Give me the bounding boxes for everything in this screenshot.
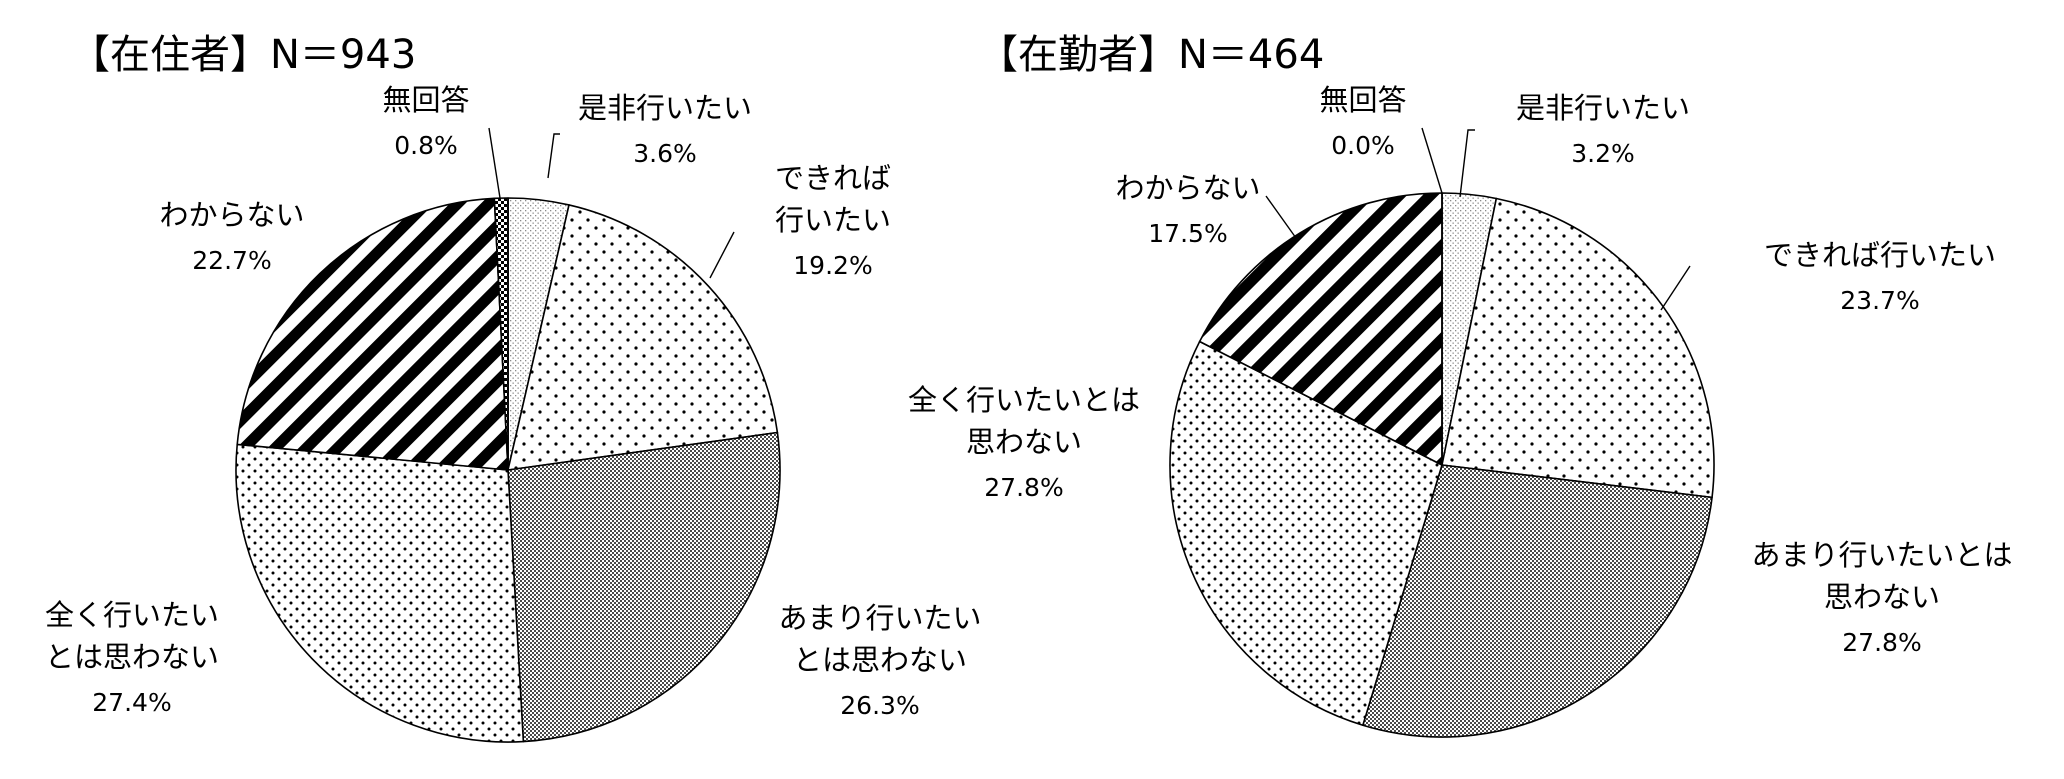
chart-title: 【在住者】N＝943 — [70, 32, 416, 78]
slice-value-label: 22.7% — [192, 246, 271, 275]
slice-value-label: 0.0% — [1331, 131, 1395, 160]
slice-label: 行いたい — [775, 203, 891, 237]
slice-label: 是非行いたい — [1516, 91, 1690, 125]
slice-value-label: 0.8% — [394, 131, 458, 160]
slice-value-label: 27.8% — [1842, 628, 1921, 657]
slice-value-label: 27.8% — [984, 473, 1063, 502]
slice-label: とは思わない — [45, 640, 219, 674]
pie-slice — [507, 204, 779, 471]
slice-value-label: 3.2% — [1571, 139, 1635, 168]
slice-label: 全く行いたい — [45, 598, 219, 632]
slice-label: 全く行いたいとは — [908, 383, 1140, 417]
pie-slice — [1169, 340, 1443, 727]
slice-value-label: 27.4% — [92, 688, 171, 717]
slice-label: できれば行いたい — [1764, 238, 1996, 272]
slice-label: あまり行いたい — [778, 601, 981, 635]
pie-slice — [1362, 464, 1713, 738]
slice-value-label: 19.2% — [793, 251, 872, 280]
leader-line — [1660, 265, 1691, 311]
slice-label: 是非行いたい — [578, 91, 752, 125]
leader-line — [1265, 195, 1297, 239]
slice-value-label: 17.5% — [1148, 219, 1227, 248]
leader-line — [1421, 127, 1443, 194]
leader-line — [488, 127, 501, 199]
chart-title: 【在勤者】N＝464 — [978, 32, 1324, 78]
pie-slice — [235, 443, 525, 743]
slice-value-label: 3.6% — [633, 139, 697, 168]
slice-value-label: 26.3% — [840, 691, 919, 720]
pie-slice — [1198, 192, 1443, 466]
slice-label: あまり行いたいとは — [1751, 538, 2012, 572]
pie-slice — [236, 197, 509, 471]
pie-slice — [1441, 197, 1715, 499]
pie-slice — [507, 431, 781, 743]
slice-label: わからない — [159, 198, 304, 232]
slice-label: できれば — [775, 161, 891, 195]
slice-label: とは思わない — [793, 643, 967, 677]
leader-line — [1459, 129, 1475, 198]
leader-line — [709, 231, 735, 279]
slice-label: 思わない — [966, 425, 1082, 459]
leader-line — [547, 133, 560, 179]
slice-label: 無回答 — [382, 83, 469, 117]
slice-label: 思わない — [1824, 580, 1940, 614]
slice-label: 無回答 — [1319, 83, 1406, 117]
slice-value-label: 23.7% — [1840, 286, 1919, 315]
slice-label: わからない — [1115, 171, 1260, 205]
